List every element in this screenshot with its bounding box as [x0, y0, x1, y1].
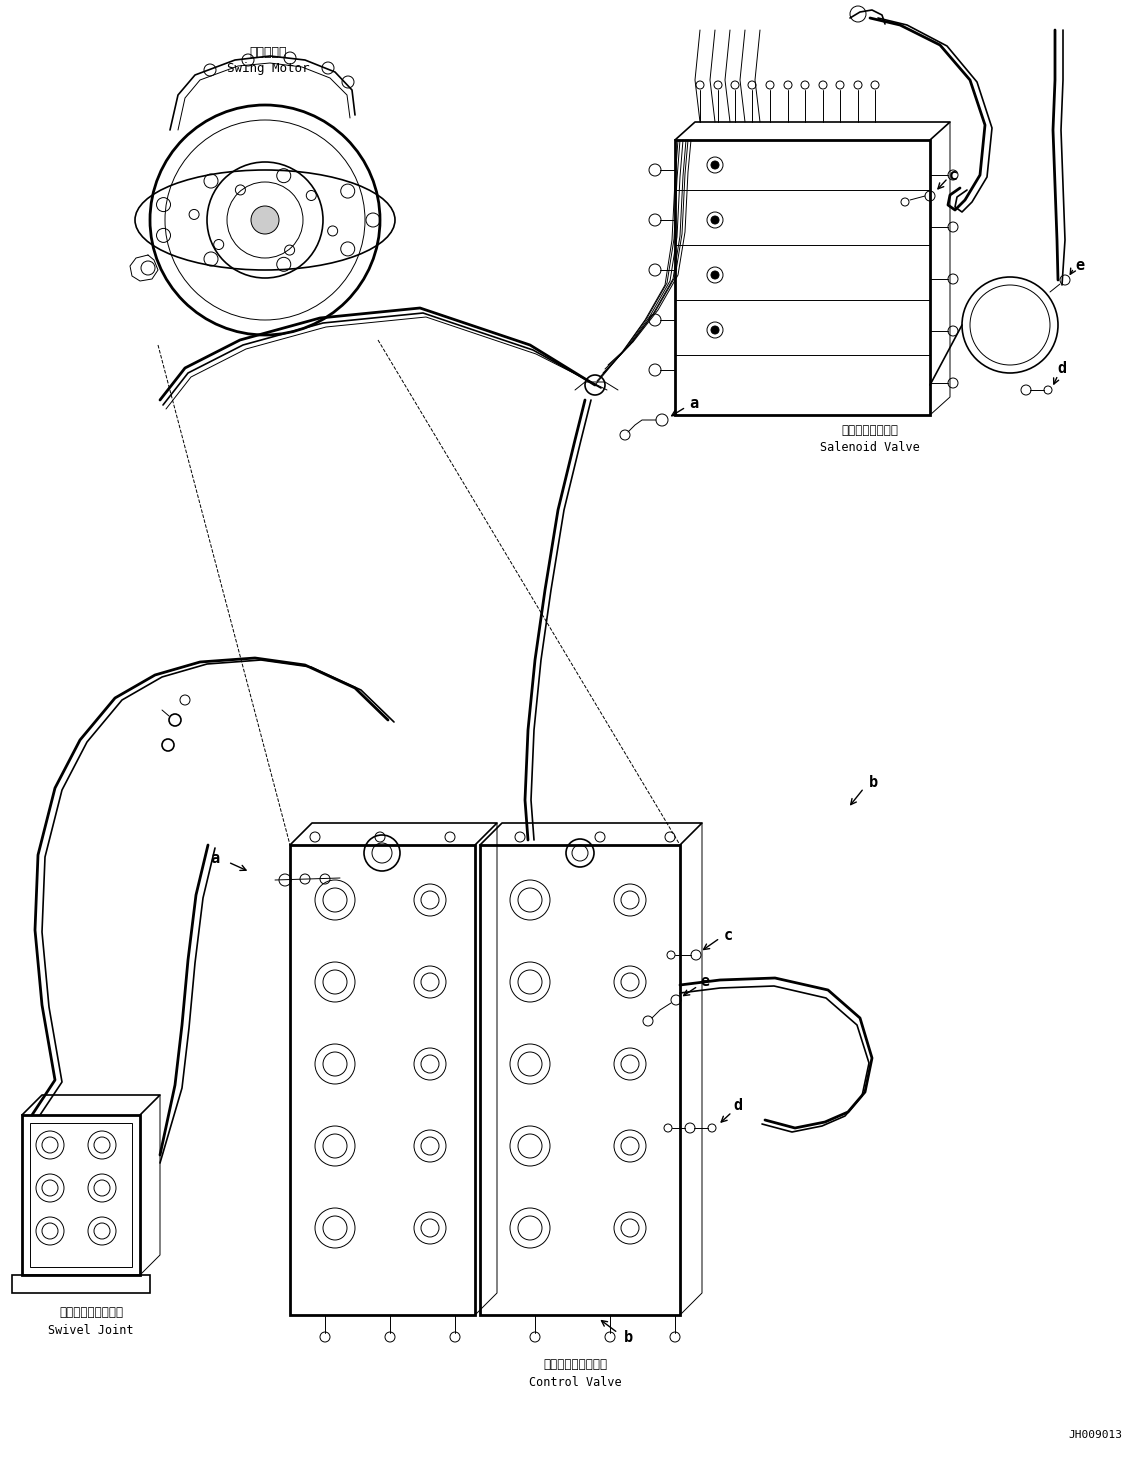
Text: e: e	[701, 975, 710, 989]
Bar	[22, 1115, 140, 1275]
Circle shape	[711, 160, 719, 169]
Text: Salenoid Valve: Salenoid Valve	[820, 441, 920, 454]
Text: Control Valve: Control Valve	[528, 1376, 622, 1389]
Text: ソレノイドバルブ: ソレノイドバルブ	[842, 423, 898, 436]
Text: a: a	[210, 851, 219, 865]
Text: b: b	[868, 775, 877, 789]
Text: d: d	[1058, 360, 1067, 375]
Bar	[30, 1123, 132, 1266]
Text: d: d	[734, 1097, 743, 1113]
Circle shape	[711, 325, 719, 334]
Bar	[480, 845, 680, 1315]
Circle shape	[711, 271, 719, 279]
Bar	[13, 1275, 149, 1293]
Text: b: b	[623, 1331, 632, 1345]
Text: コントロールバルブ: コントロールバルブ	[543, 1358, 607, 1371]
Text: Swivel Joint: Swivel Joint	[48, 1325, 133, 1338]
Circle shape	[251, 206, 280, 233]
Bar	[290, 845, 475, 1315]
Text: スイベルジョイント: スイベルジョイント	[59, 1306, 123, 1319]
Text: Swing Motor: Swing Motor	[227, 61, 309, 74]
Text: a: a	[689, 395, 698, 410]
Circle shape	[711, 216, 719, 225]
Bar	[675, 140, 930, 414]
Text: e: e	[1076, 257, 1085, 273]
Text: c: c	[948, 168, 957, 182]
Text: c: c	[723, 928, 733, 943]
Text: JH009013: JH009013	[1068, 1430, 1122, 1440]
Text: 旋回モータ: 旋回モータ	[249, 45, 286, 58]
